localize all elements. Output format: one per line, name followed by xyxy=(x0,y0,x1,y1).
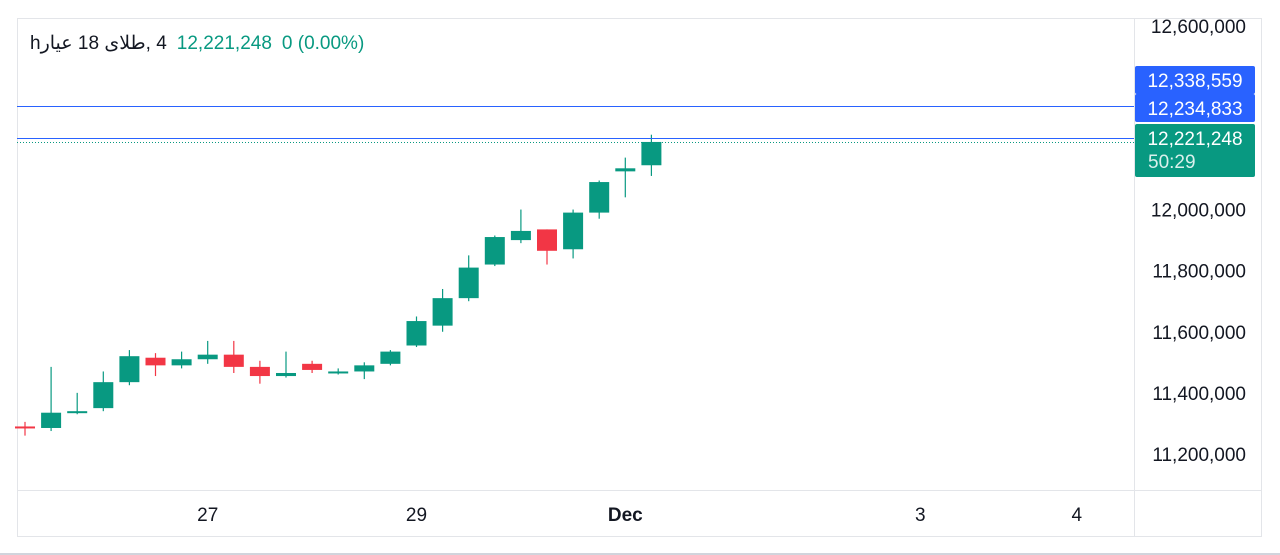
candle xyxy=(354,362,375,380)
candle xyxy=(276,351,296,378)
price-badge-upper xyxy=(1135,66,1255,94)
candle-body xyxy=(145,357,166,366)
symbol-title: 4 ,طلای 18 عیار xyxy=(40,33,167,54)
candle-body xyxy=(276,372,296,377)
candle-body xyxy=(93,382,114,409)
y-tick-label: 12,000,000 xyxy=(1151,201,1246,222)
candle-body xyxy=(589,182,610,213)
x-tick-label: 4 xyxy=(1072,505,1083,526)
price-lines-layer xyxy=(17,106,1134,143)
candle-body xyxy=(15,426,35,429)
candle-body xyxy=(302,363,323,370)
candle-body xyxy=(510,230,531,241)
y-tick-label: 12,600,000 xyxy=(1151,17,1246,38)
candle-body xyxy=(67,411,88,414)
y-tick-label: 11,800,000 xyxy=(1152,262,1246,283)
candle-body xyxy=(223,354,244,367)
candle-body xyxy=(171,359,192,366)
candle-body xyxy=(537,229,557,251)
candle-body xyxy=(354,365,375,372)
symbol-legend: 4 ,طلای 18 عیارh 12,221,248 0 (0.00%) xyxy=(30,32,364,55)
candle-body xyxy=(406,321,427,346)
candle xyxy=(510,209,531,244)
candle xyxy=(145,353,166,377)
last-price-text: 12,221,248 xyxy=(1147,129,1242,150)
interval-label: h xyxy=(30,33,41,54)
candle xyxy=(119,350,140,386)
candle-body xyxy=(484,237,505,265)
last-price-badge xyxy=(1135,124,1255,177)
legend-price: 12,221,248 xyxy=(176,33,272,54)
change-percent: (0.00%) xyxy=(297,33,365,54)
candle xyxy=(328,368,349,375)
candle-body xyxy=(380,351,401,364)
y-tick-label: 11,200,000 xyxy=(1152,445,1246,466)
candle xyxy=(589,180,610,219)
x-tick-label: 27 xyxy=(197,505,218,526)
candle-body xyxy=(41,412,62,428)
candle-body xyxy=(249,366,270,377)
x-tick-label: 29 xyxy=(406,505,427,526)
price-axis: 12,600,000 12,000,000 11,800,000 11,600,000… xyxy=(17,17,1262,537)
candle xyxy=(67,392,88,415)
candle-body xyxy=(119,356,140,383)
candle-body xyxy=(328,371,349,374)
candle xyxy=(537,229,557,265)
candle xyxy=(223,340,244,373)
price-badge-lower xyxy=(1135,94,1255,122)
price-badge-lower-text: 12,234,833 xyxy=(1147,99,1242,120)
candle xyxy=(406,316,427,348)
candle xyxy=(380,350,401,366)
candle xyxy=(302,360,323,373)
candle xyxy=(615,157,636,198)
candle-body xyxy=(563,212,584,250)
y-tick-label: 11,400,000 xyxy=(1152,384,1246,405)
bottom-border xyxy=(0,553,1280,555)
candle-body xyxy=(432,298,453,326)
candle xyxy=(197,340,218,364)
symbol-name[interactable]: 4 ,طلای 18 عیارh xyxy=(30,32,167,55)
time-axis: 27 29 Dec 3 4 xyxy=(197,505,1082,526)
price-badge-upper-text: 12,338,559 xyxy=(1147,71,1242,92)
candle xyxy=(249,360,270,384)
candle-body xyxy=(197,354,218,360)
candle xyxy=(484,235,505,267)
candle xyxy=(171,351,192,369)
legend-change: 0 (0.00%) xyxy=(282,33,364,55)
candle-body xyxy=(458,267,479,299)
candle xyxy=(41,366,62,432)
y-tick-label: 11,600,000 xyxy=(1152,323,1246,344)
candle xyxy=(641,134,662,176)
change-value: 0 xyxy=(281,33,293,54)
bar-countdown-text: 50:29 xyxy=(1148,152,1196,173)
candle-body xyxy=(641,141,662,166)
candle xyxy=(93,371,114,412)
candle xyxy=(432,288,453,332)
candle xyxy=(15,421,35,436)
x-tick-label: 3 xyxy=(915,505,926,526)
candle-body xyxy=(615,168,636,172)
candle xyxy=(458,255,479,302)
x-tick-label: Dec xyxy=(608,505,643,526)
candles-layer xyxy=(15,134,662,436)
candle xyxy=(563,209,584,259)
chart-frame[interactable] xyxy=(17,18,1262,537)
